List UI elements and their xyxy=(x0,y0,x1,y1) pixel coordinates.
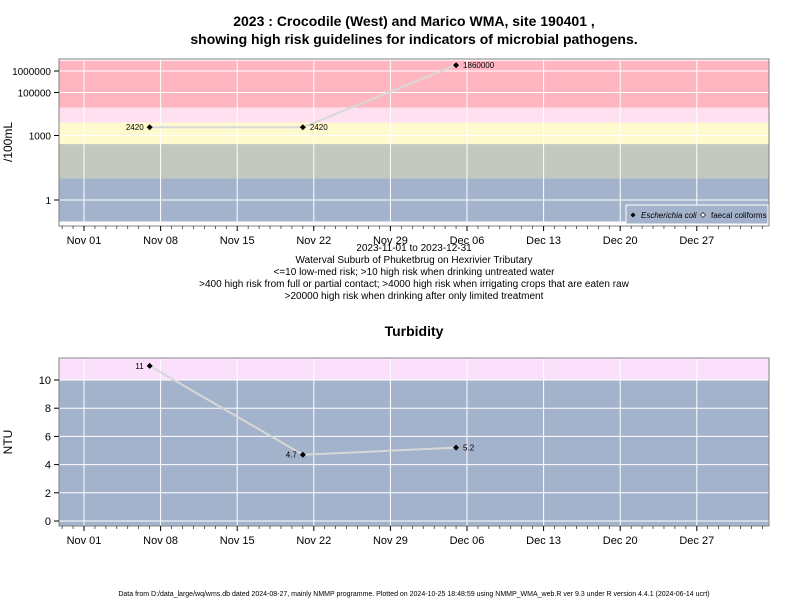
chart2-grid xyxy=(59,358,769,526)
chart2-xtick-label-7: Dec 20 xyxy=(603,535,638,547)
chart2-bands xyxy=(59,358,769,526)
footer-note: Data from D:/data_large/wq/wms.db dated … xyxy=(118,591,709,598)
chart2-xtick-label-1: Nov 08 xyxy=(143,535,178,547)
chart2-y-axis-label: NTU xyxy=(1,430,15,455)
legend-faecal-coliforms-marker-icon xyxy=(700,212,706,218)
chart2-data-label-2: 5.2 xyxy=(463,444,475,453)
chart1-title-line1: 2023 : Crocodile (West) and Marico WMA, … xyxy=(233,13,595,29)
chart1-note-date-range: 2023-11-01 to 2023-12-31 xyxy=(356,243,472,254)
chart1-band-4 xyxy=(59,60,769,108)
chart2-band-0 xyxy=(59,380,769,526)
chart2-series-turbidity: 11 4.7 5.2 xyxy=(135,362,474,460)
chart1-title-line2: showing high risk guidelines for indicat… xyxy=(190,31,637,47)
chart1-x-axis: Nov 01 Nov 08 Nov 15 Nov 22 Nov 29 Dec 06 Dec … xyxy=(61,226,763,247)
chart2-point-2 xyxy=(453,444,460,451)
chart1-point-1 xyxy=(299,124,306,131)
chart1-band-3 xyxy=(59,107,769,123)
chart1-xtick-label-7: Dec 20 xyxy=(603,235,638,247)
chart1-series-ecoli: 2420 2420 1860000 xyxy=(126,61,495,132)
chart1-legend: Escherichia coli faecal coliforms xyxy=(625,204,769,225)
chart1-xtick-label-2: Nov 15 xyxy=(220,235,255,247)
chart2-data-label-1: 4.7 xyxy=(286,451,298,460)
chart2-data-label-0: 11 xyxy=(135,362,144,371)
chart2-band-1 xyxy=(59,358,769,380)
chart1-data-label-2: 1860000 xyxy=(463,61,495,70)
chart1-ytick-label-3: 1000000 xyxy=(12,67,51,78)
chart1-point-2 xyxy=(453,62,460,69)
legend-faecal-coliforms-label: faecal coliforms xyxy=(711,211,767,220)
chart2-xtick-label-4: Nov 29 xyxy=(373,535,408,547)
chart1-xtick-label-8: Dec 27 xyxy=(679,235,714,247)
chart1-data-label-1: 2420 xyxy=(310,123,328,132)
chart1-grid xyxy=(59,59,769,226)
chart2-xtick-label-3: Nov 22 xyxy=(296,535,331,547)
chart2-y-axis: 0 2 4 6 8 10 xyxy=(39,375,59,528)
legend-ecoli-label: Escherichia coli xyxy=(641,211,697,220)
chart2-ytick-label-2: 4 xyxy=(45,460,51,472)
chart1-xtick-label-4: Nov 29 xyxy=(373,235,408,247)
chart2-xtick-label-5: Dec 06 xyxy=(450,535,485,547)
chart1-ytick-label-0: 1 xyxy=(45,196,51,207)
chart2-ytick-label-1: 2 xyxy=(45,488,51,500)
chart1-note-risk-20000: >20000 high risk when drinking after onl… xyxy=(285,291,544,302)
chart1-band-1 xyxy=(59,144,769,179)
chart1-note-risk-400: >400 high risk from full or partial cont… xyxy=(199,279,629,290)
chart2-ytick-label-0: 0 xyxy=(45,516,51,528)
chart2-xtick-label-0: Nov 01 xyxy=(67,535,102,547)
chart1-note-risk-10: <=10 low-med risk; >10 high risk when dr… xyxy=(274,267,556,278)
chart1-plot-frame xyxy=(58,58,770,227)
chart1-ytick-label-2: 100000 xyxy=(18,89,52,100)
chart1-risk-bands xyxy=(59,60,769,222)
chart2-plot-frame xyxy=(58,357,770,527)
chart1-xtick-label-3: Nov 22 xyxy=(296,235,331,247)
chart1-band-2 xyxy=(59,122,769,145)
chart1-xtick-label-1: Nov 08 xyxy=(143,235,178,247)
chart1-xtick-label-0: Nov 01 xyxy=(67,235,102,247)
chart1-data-label-0: 2420 xyxy=(126,123,144,132)
chart2-x-axis: Nov 01 Nov 08 Nov 15 Nov 22 Nov 29 Dec 06 Dec … xyxy=(61,526,763,547)
chart2-ytick-label-4: 8 xyxy=(45,403,51,415)
chart1-xtick-label-6: Dec 13 xyxy=(526,235,561,247)
chart2-point-1 xyxy=(299,451,306,458)
chart1-ytick-label-1: 1000 xyxy=(29,132,52,143)
chart2-ytick-label-5: 10 xyxy=(39,375,51,387)
chart2-point-0 xyxy=(146,362,153,369)
chart1-xtick-label-5: Dec 06 xyxy=(450,235,485,247)
chart1-y-axis: 1 1000 100000 1000000 xyxy=(12,67,59,207)
chart1-note-site: Waterval Suburb of Phuketbrug on Hexrivi… xyxy=(296,255,533,266)
chart2-xtick-label-6: Dec 13 xyxy=(526,535,561,547)
chart2-ytick-label-3: 6 xyxy=(45,431,51,443)
chart1-y-axis-label: /100mL xyxy=(1,122,15,162)
chart1-legend-box xyxy=(625,204,769,225)
chart2-title: Turbidity xyxy=(385,323,444,339)
legend-ecoli-marker-icon xyxy=(630,212,636,218)
chart2-xtick-label-8: Dec 27 xyxy=(679,535,714,547)
chart1-point-0 xyxy=(146,124,153,131)
chart2-xtick-label-2: Nov 15 xyxy=(220,535,255,547)
